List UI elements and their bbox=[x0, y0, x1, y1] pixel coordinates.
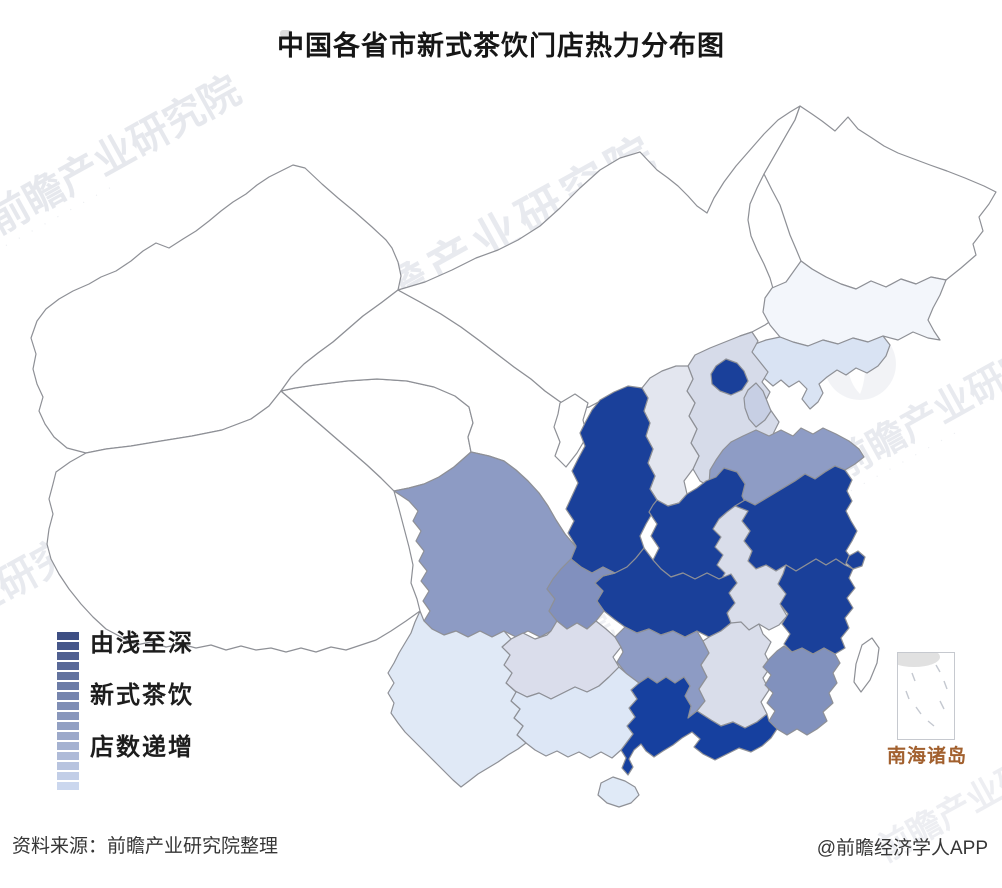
legend-swatch bbox=[57, 642, 79, 650]
legend-line-3: 店数递增 bbox=[90, 734, 194, 761]
legend-labels: 由浅至深 新式茶饮 店数递增 bbox=[90, 632, 194, 760]
province-neimenggu bbox=[397, 105, 801, 410]
legend-swatch bbox=[57, 762, 79, 770]
legend-swatch bbox=[57, 672, 79, 680]
legend-gradient-bar bbox=[57, 632, 79, 790]
legend-swatch bbox=[57, 692, 79, 700]
legend-swatch bbox=[57, 722, 79, 730]
inset-label: 南海诸岛 bbox=[886, 746, 967, 767]
province-shanghai bbox=[845, 550, 866, 570]
province-jilin bbox=[762, 260, 947, 347]
province-yunnan bbox=[387, 610, 527, 788]
province-fujian bbox=[762, 645, 841, 736]
legend-swatch bbox=[57, 742, 79, 750]
legend-line-1: 由浅至深 bbox=[90, 630, 194, 657]
province-ningxia bbox=[553, 393, 589, 468]
legend-swatch bbox=[57, 632, 79, 640]
legend-swatch bbox=[57, 752, 79, 760]
province-zhejiang bbox=[777, 558, 856, 655]
legend-line-2: 新式茶饮 bbox=[90, 682, 194, 709]
province-hainan bbox=[597, 776, 640, 808]
legend-swatch bbox=[57, 772, 79, 780]
nine-dash-line-icon bbox=[888, 647, 948, 727]
credit-note: @前瞻经济学人APP bbox=[816, 838, 988, 859]
legend-swatch bbox=[57, 702, 79, 710]
south-china-sea-inset bbox=[888, 647, 955, 740]
province-beijing bbox=[710, 358, 749, 396]
province-tianjin bbox=[743, 382, 772, 428]
legend-swatch bbox=[57, 682, 79, 690]
legend-swatch bbox=[57, 662, 79, 670]
legend-swatch bbox=[57, 712, 79, 720]
province-xizang bbox=[46, 390, 421, 653]
province-taiwan bbox=[853, 637, 880, 693]
province-jiangxi bbox=[696, 621, 772, 729]
page-title: 中国各省市新式茶饮门店热力分布图 bbox=[277, 31, 725, 61]
province-heilongjiang bbox=[763, 105, 997, 290]
legend-swatch bbox=[57, 652, 79, 660]
source-note: 资料来源：前瞻产业研究院整理 bbox=[12, 836, 279, 857]
legend-swatch bbox=[57, 732, 79, 740]
province-guangdong bbox=[620, 676, 778, 776]
province-liaoning bbox=[746, 335, 891, 410]
title-artifact-dash bbox=[280, 30, 292, 37]
legend-swatch bbox=[57, 782, 79, 790]
